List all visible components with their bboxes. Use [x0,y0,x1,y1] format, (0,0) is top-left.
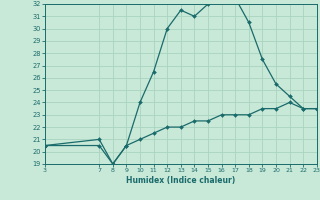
X-axis label: Humidex (Indice chaleur): Humidex (Indice chaleur) [126,176,236,185]
